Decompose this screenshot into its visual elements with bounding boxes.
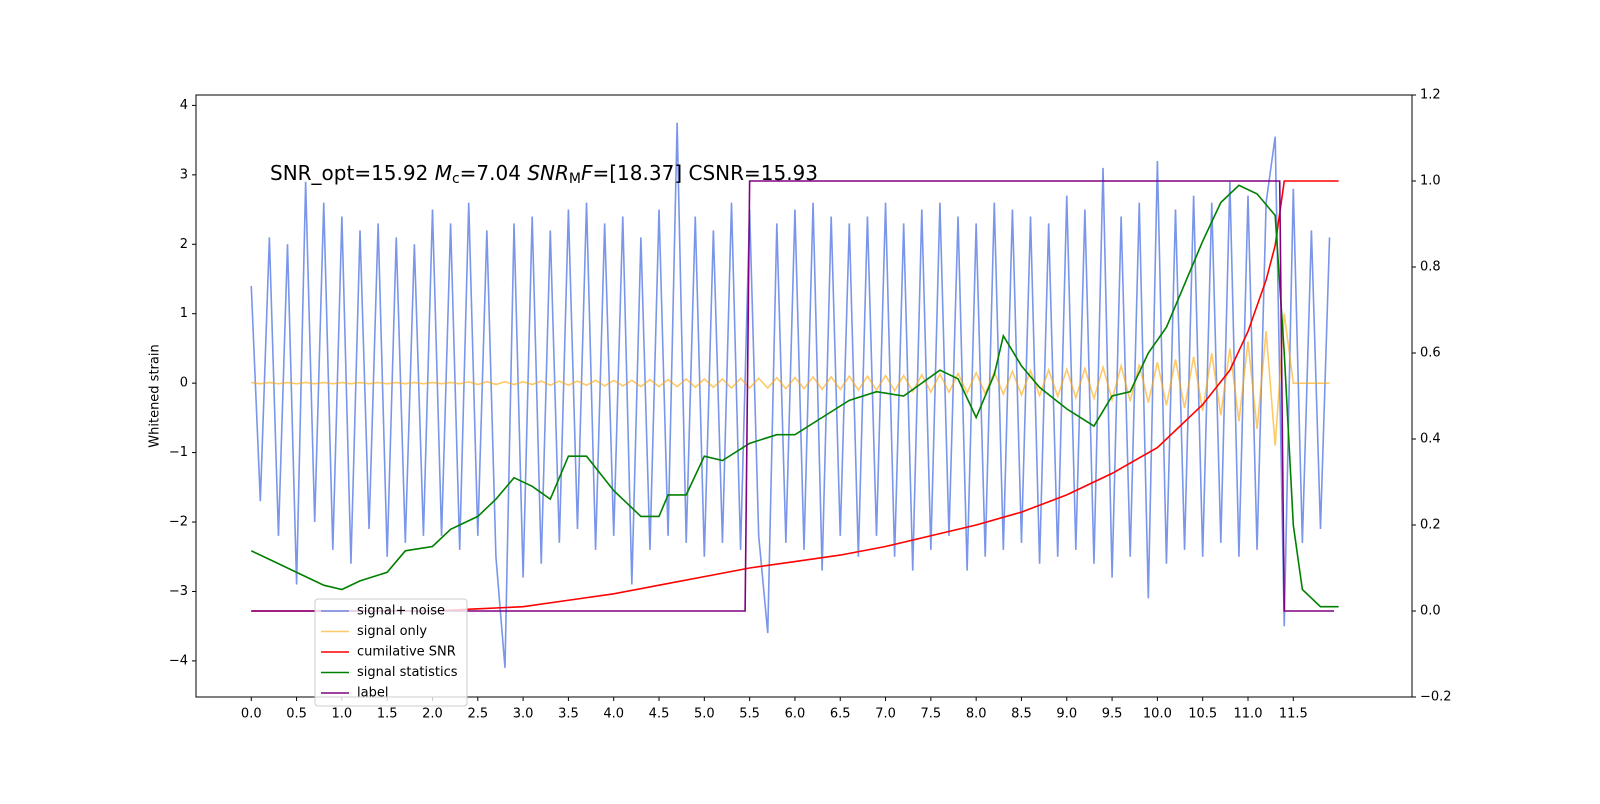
annotation-part: M — [569, 171, 581, 187]
x-tick-label: 6.5 — [830, 707, 851, 722]
annotation-part: M — [435, 161, 452, 185]
series-line — [251, 313, 1330, 446]
series-line — [250, 122, 1331, 668]
annotation-part: =7.04 — [460, 161, 528, 185]
y-tick-label: −4 — [169, 653, 188, 668]
x-tick-label: 5.0 — [694, 707, 715, 722]
legend-label: signal+ noise — [357, 604, 445, 619]
y2-tick-label: 0.8 — [1420, 260, 1441, 275]
x-tick-label: 8.5 — [1011, 707, 1032, 722]
y2-tick-label: 1.2 — [1420, 88, 1441, 103]
x-tick-label: 0.0 — [241, 707, 262, 722]
x-tick-label: 8.0 — [966, 707, 987, 722]
x-tick-label: 3.5 — [558, 707, 579, 722]
plot-frame — [195, 94, 1413, 698]
x-tick-label: 2.5 — [467, 707, 488, 722]
x-tick-label: 7.5 — [921, 707, 942, 722]
x-tick-label: 4.5 — [649, 707, 670, 722]
y-tick-label: 2 — [180, 237, 188, 252]
y-axis-label: Whitened strain — [148, 344, 163, 447]
x-tick-label: 3.0 — [513, 707, 534, 722]
y-tick-label: −1 — [169, 445, 188, 460]
annotation-part: F — [581, 161, 593, 185]
series-line — [251, 180, 1339, 612]
x-tick-label: 11.5 — [1279, 707, 1308, 722]
annotation-part: SNR_opt=15.92 — [270, 161, 435, 185]
y2-tick-label: 1.0 — [1420, 174, 1441, 189]
x-tick-label: 0.5 — [286, 707, 307, 722]
x-tick-label: 10.5 — [1188, 707, 1217, 722]
y2-tick-label: 0.0 — [1420, 604, 1441, 619]
y2-tick-label: 0.2 — [1420, 518, 1441, 533]
x-tick-label: 9.5 — [1102, 707, 1123, 722]
y-tick-label: 4 — [180, 98, 188, 113]
annotation: SNR_opt=15.92 Mc=7.04 SNRMF=[18.37] CSNR… — [270, 161, 818, 188]
x-tick-label: 2.0 — [422, 707, 443, 722]
series-line — [250, 184, 1339, 608]
y-tick-label: −3 — [169, 584, 188, 599]
x-tick-label: 4.0 — [603, 707, 624, 722]
y-tick-label: 0 — [180, 376, 188, 391]
y-tick-label: −2 — [169, 515, 188, 530]
legend-label: cumilative SNR — [357, 645, 456, 660]
annotation-part: =[18.37] CSNR=15.93 — [593, 161, 819, 185]
legend-box — [314, 598, 468, 707]
annotation-part: c — [452, 171, 460, 187]
x-tick-label: 10.0 — [1143, 707, 1172, 722]
legend-label: signal statistics — [357, 665, 458, 680]
series-line — [251, 180, 1335, 612]
y2-tick-label: −0.2 — [1420, 690, 1452, 705]
x-tick-label: 1.5 — [377, 707, 398, 722]
x-tick-label: 6.0 — [785, 707, 806, 722]
y2-tick-label: 0.6 — [1420, 346, 1441, 361]
y2-tick-label: 0.4 — [1420, 432, 1441, 447]
legend-label: label — [357, 686, 388, 701]
y-tick-label: 3 — [180, 167, 188, 182]
y-tick-label: 1 — [180, 306, 188, 321]
x-tick-label: 9.0 — [1056, 707, 1077, 722]
x-tick-label: 1.0 — [332, 707, 353, 722]
x-tick-label: 11.0 — [1234, 707, 1263, 722]
legend-label: signal only — [357, 624, 427, 639]
annotation-part: SNR — [527, 161, 569, 185]
x-tick-label: 5.5 — [739, 707, 760, 722]
x-tick-label: 7.0 — [875, 707, 896, 722]
